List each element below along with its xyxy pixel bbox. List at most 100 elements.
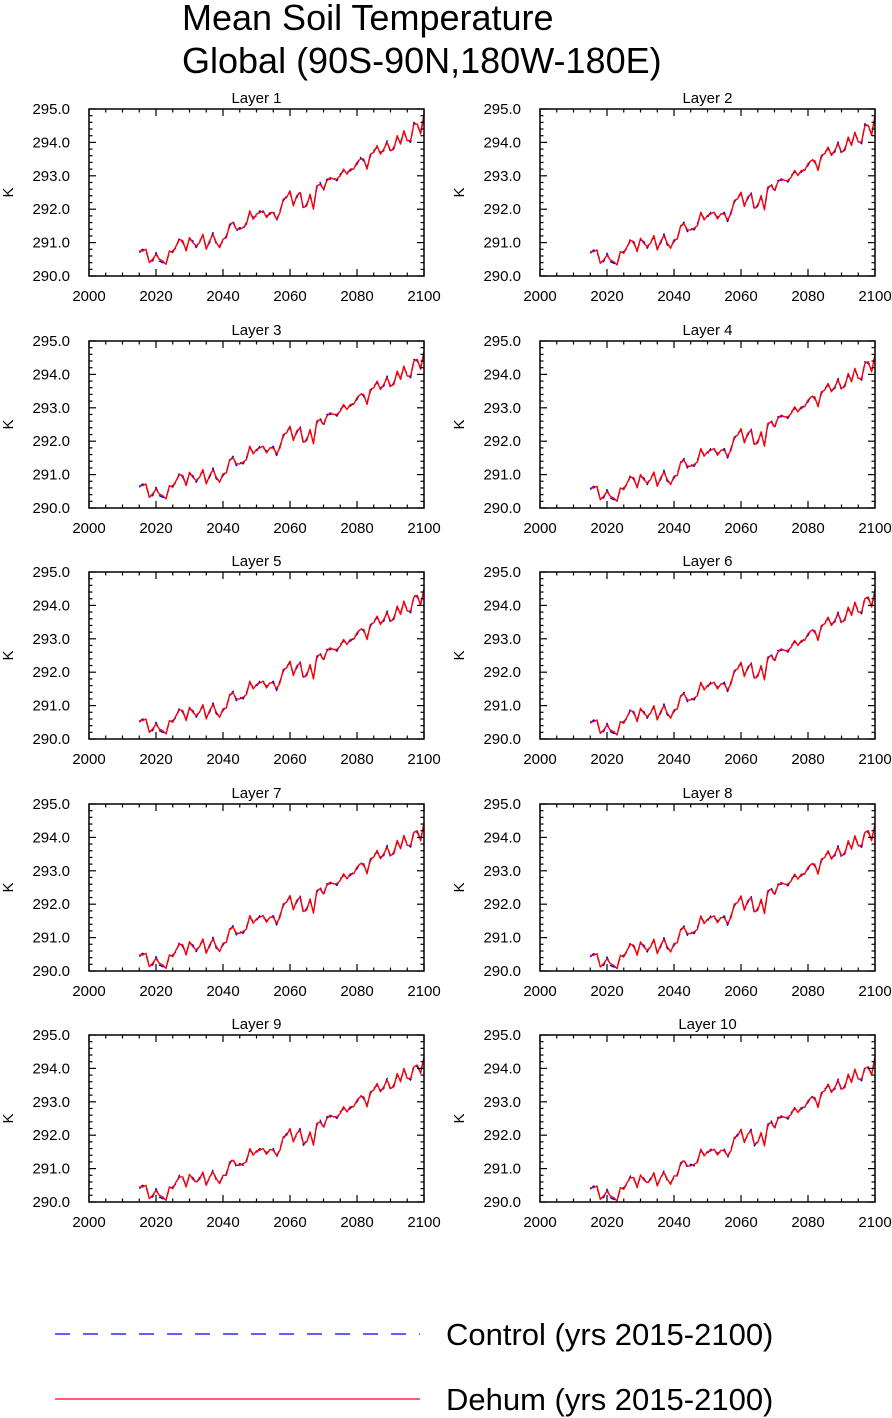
y-tick-label: 294.0	[32, 597, 70, 614]
y-tick-label: 295.0	[483, 1027, 521, 1044]
series-line-dehum	[590, 823, 876, 970]
x-tick-label: 2080	[791, 1214, 824, 1231]
y-tick-label: 292.0	[483, 1127, 521, 1144]
y-tick-label: 293.0	[483, 631, 521, 648]
y-tick-label: 290.0	[483, 731, 521, 748]
panel-layer-1: Layer 1 K 2000 2020 2040 2060 2080 2100 290.0 291…	[0, 90, 441, 305]
x-tick-label: 2040	[657, 751, 690, 768]
panel-grid: Layer 1 K 2000 2020 2040 2060 2080 2100 290.0 291…	[0, 90, 892, 1231]
legend-label-dehum: Dehum (yrs 2015-2100)	[446, 1382, 773, 1417]
y-axis-label: K	[0, 882, 17, 892]
x-tick-label: 2080	[340, 751, 373, 768]
y-tick-label: 292.0	[32, 896, 70, 913]
panel-title: Layer 5	[231, 553, 281, 570]
y-tick-label: 291.0	[483, 467, 521, 484]
plot-frame	[88, 1034, 425, 1203]
y-tick-label: 290.0	[32, 963, 70, 980]
plot-frame	[88, 803, 425, 972]
y-tick-label: 295.0	[483, 333, 521, 350]
x-tick-label: 2000	[523, 288, 556, 305]
y-tick-label: 291.0	[483, 235, 521, 252]
panel-title: Layer 9	[231, 1016, 281, 1033]
y-tick-label: 290.0	[483, 1194, 521, 1211]
x-tick-label: 2040	[206, 1214, 239, 1231]
x-tick-label: 2000	[72, 1214, 105, 1231]
x-tick-label: 2080	[791, 288, 824, 305]
x-tick-label: 2020	[590, 983, 623, 1000]
x-tick-label: 2040	[206, 751, 239, 768]
y-tick-label: 292.0	[483, 896, 521, 913]
series-line-dehum	[590, 115, 876, 266]
x-tick-label: 2040	[657, 983, 690, 1000]
y-tick-label: 293.0	[32, 631, 70, 648]
y-tick-label: 295.0	[483, 101, 521, 118]
x-tick-label: 2080	[791, 520, 824, 537]
x-tick-label: 2060	[724, 751, 757, 768]
y-tick-label: 290.0	[483, 268, 521, 285]
series-line-dehum	[139, 113, 425, 266]
panel-layer-10: Layer 10 K 2000 2020 2040 2060 2080 2100 290.0 29…	[451, 1016, 892, 1231]
y-tick-label: 290.0	[32, 500, 70, 517]
y-tick-label: 293.0	[32, 1094, 70, 1111]
x-tick-label: 2000	[523, 1214, 556, 1231]
x-tick-label: 2080	[791, 751, 824, 768]
y-axis-label: K	[0, 650, 17, 660]
x-tick-label: 2060	[724, 520, 757, 537]
x-tick-label: 2000	[72, 751, 105, 768]
x-tick-label: 2020	[139, 288, 172, 305]
x-tick-label: 2060	[273, 1214, 306, 1231]
plot-frame	[539, 803, 876, 972]
series-line-dehum	[139, 822, 425, 970]
x-tick-label: 2080	[791, 983, 824, 1000]
x-tick-label: 2020	[139, 1214, 172, 1231]
x-tick-label: 2020	[590, 520, 623, 537]
y-tick-label: 294.0	[32, 1060, 70, 1077]
panel-title: Layer 10	[678, 1016, 736, 1033]
plot-frame	[539, 1034, 876, 1203]
panel-layer-6: Layer 6 K 2000 2020 2040 2060 2080 2100 290.0 291…	[451, 553, 892, 768]
y-tick-label: 291.0	[483, 930, 521, 947]
x-tick-label: 2080	[340, 288, 373, 305]
series-line-dehum	[590, 1056, 876, 1202]
y-tick-label: 294.0	[483, 829, 521, 846]
x-tick-label: 2020	[139, 751, 172, 768]
y-tick-label: 290.0	[483, 500, 521, 517]
y-tick-label: 292.0	[32, 201, 70, 218]
panel-title: Layer 1	[231, 90, 281, 107]
y-tick-label: 293.0	[483, 168, 521, 185]
x-tick-label: 2040	[206, 520, 239, 537]
y-tick-label: 294.0	[32, 829, 70, 846]
series-line-dehum	[590, 589, 876, 736]
y-tick-label: 295.0	[32, 796, 70, 813]
plot-frame	[88, 571, 425, 740]
y-tick-label: 292.0	[32, 664, 70, 681]
figure-title-line1: Mean Soil Temperature	[182, 0, 554, 38]
x-tick-label: 2020	[590, 1214, 623, 1231]
x-tick-label: 2100	[858, 751, 891, 768]
y-axis-label: K	[451, 882, 468, 892]
x-tick-label: 2020	[139, 983, 172, 1000]
x-tick-label: 2100	[858, 288, 891, 305]
panel-title: Layer 6	[682, 553, 732, 570]
x-tick-label: 2060	[724, 288, 757, 305]
y-tick-label: 292.0	[483, 664, 521, 681]
y-tick-label: 293.0	[32, 168, 70, 185]
y-tick-label: 291.0	[32, 235, 70, 252]
x-tick-label: 2000	[72, 983, 105, 1000]
x-tick-label: 2060	[724, 1214, 757, 1231]
x-tick-label: 2000	[72, 520, 105, 537]
y-tick-label: 293.0	[32, 400, 70, 417]
x-tick-label: 2020	[590, 288, 623, 305]
y-tick-label: 292.0	[32, 433, 70, 450]
panel-layer-4: Layer 4 K 2000 2020 2040 2060 2080 2100 290.0 291…	[451, 322, 892, 537]
panel-layer-3: Layer 3 K 2000 2020 2040 2060 2080 2100 290.0 291…	[0, 322, 441, 537]
panel-title: Layer 8	[682, 785, 732, 802]
y-axis-label: K	[451, 419, 468, 429]
x-tick-label: 2040	[657, 520, 690, 537]
y-tick-label: 295.0	[32, 1027, 70, 1044]
legend: Control (yrs 2015-2100) Dehum (yrs 2015-…	[55, 1317, 773, 1417]
x-tick-label: 2100	[407, 751, 440, 768]
y-axis-label: K	[0, 187, 17, 197]
x-tick-label: 2000	[72, 288, 105, 305]
